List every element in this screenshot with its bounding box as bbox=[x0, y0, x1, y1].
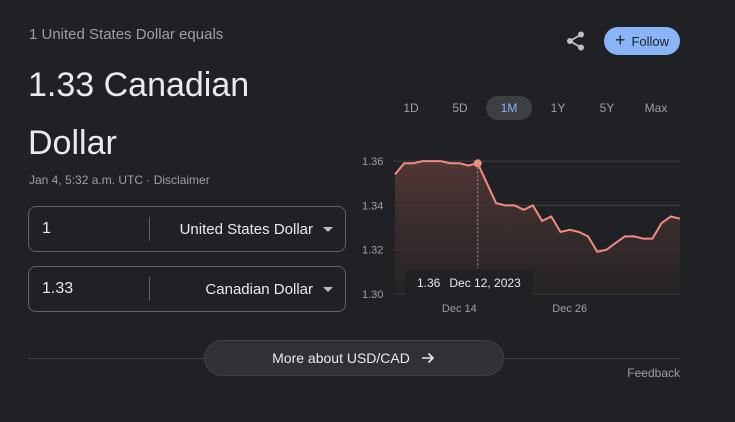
chart-area-fill bbox=[395, 161, 680, 294]
field-divider bbox=[149, 277, 150, 301]
equals-label: 1 United States Dollar equals bbox=[29, 26, 224, 43]
x-tick-label: Dec 14 bbox=[442, 303, 477, 315]
timestamp-line: Jan 4, 5:32 a.m. UTC · Disclaimer bbox=[29, 173, 210, 187]
chart-line bbox=[394, 160, 681, 254]
range-tab-1y[interactable]: 1Y bbox=[550, 101, 566, 115]
caret-down-icon bbox=[323, 226, 333, 232]
more-about-button[interactable]: More about USD/CAD bbox=[204, 340, 504, 376]
y-tick-label: 1.30 bbox=[362, 289, 383, 301]
y-tick-label: 1.34 bbox=[362, 200, 383, 212]
disclaimer-link[interactable]: Disclaimer bbox=[153, 173, 210, 187]
range-tab-max[interactable]: Max bbox=[644, 101, 668, 115]
arrow-right-icon bbox=[421, 352, 434, 364]
to-currency-select[interactable]: Canadian Dollar bbox=[150, 281, 345, 298]
range-tab-5d[interactable]: 5D bbox=[452, 101, 468, 115]
feedback-link[interactable]: Feedback bbox=[627, 366, 680, 380]
conversion-result: 1.33 Canadian Dollar bbox=[28, 66, 250, 162]
range-tab-1d[interactable]: 1D bbox=[403, 101, 419, 115]
from-currency-select[interactable]: United States Dollar bbox=[150, 221, 345, 238]
share-button[interactable] bbox=[565, 30, 587, 52]
from-currency-label: United States Dollar bbox=[179, 220, 313, 238]
caret-down-icon bbox=[323, 286, 333, 292]
tooltip-date: Dec 12, 2023 bbox=[449, 276, 521, 290]
to-currency-row: 1.33 Canadian Dollar bbox=[28, 266, 346, 312]
time-range-tabs: 1D 5D 1M 1Y 5Y Max bbox=[388, 96, 682, 120]
follow-button[interactable]: + Follow bbox=[604, 27, 680, 55]
timestamp-separator: · bbox=[143, 173, 154, 187]
highlight-point bbox=[473, 159, 482, 168]
x-tick-label: Dec 26 bbox=[552, 303, 587, 315]
more-about-label: More about USD/CAD bbox=[272, 350, 410, 366]
tooltip-value: 1.36 bbox=[417, 276, 441, 290]
share-icon bbox=[567, 31, 584, 51]
y-tick-label: 1.36 bbox=[362, 156, 383, 168]
to-currency-label: Canadian Dollar bbox=[205, 280, 313, 298]
range-tab-5y[interactable]: 5Y bbox=[599, 101, 615, 115]
to-amount-input[interactable]: 1.33 bbox=[42, 280, 74, 297]
field-divider bbox=[149, 217, 150, 241]
plus-icon: + bbox=[614, 30, 626, 50]
chart-tooltip: 1.36 Dec 12, 2023 bbox=[405, 270, 533, 296]
from-currency-row: 1 United States Dollar bbox=[28, 206, 346, 252]
follow-label: Follow bbox=[631, 33, 670, 49]
from-amount-input[interactable]: 1 bbox=[42, 220, 51, 237]
range-tab-1m[interactable]: 1M bbox=[486, 96, 532, 120]
timestamp: Jan 4, 5:32 a.m. UTC bbox=[29, 173, 144, 187]
y-tick-label: 1.32 bbox=[362, 245, 383, 257]
